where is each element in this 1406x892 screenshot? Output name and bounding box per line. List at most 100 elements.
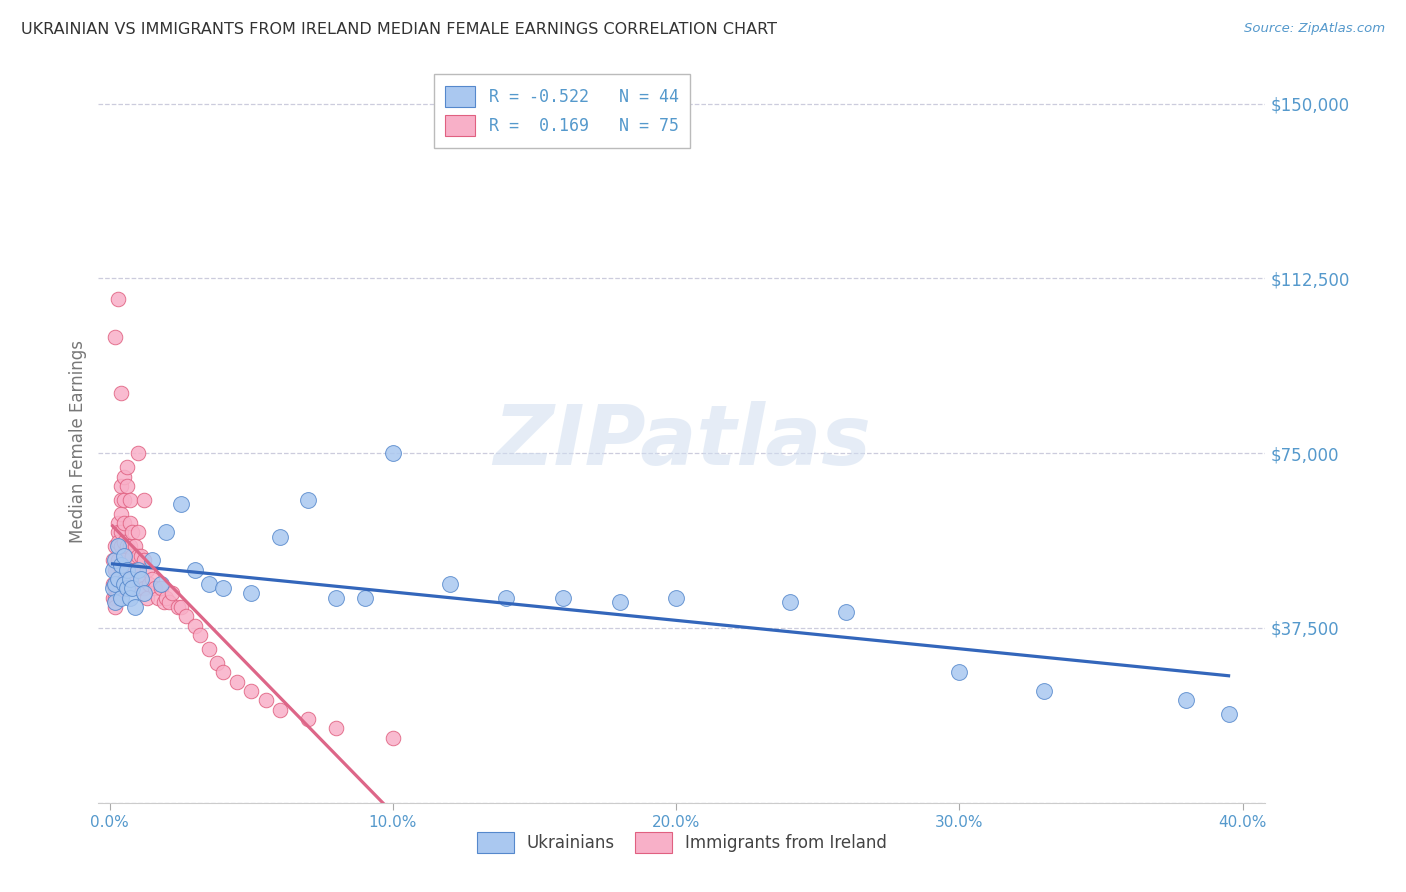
Point <box>115 479 138 493</box>
Point <box>190 628 212 642</box>
Point <box>124 563 146 577</box>
Point <box>129 572 152 586</box>
Point <box>155 525 177 540</box>
Point <box>107 553 129 567</box>
Point <box>104 540 127 554</box>
Point <box>121 582 143 596</box>
Point <box>101 582 124 596</box>
Point <box>104 563 127 577</box>
Point <box>107 572 129 586</box>
Point <box>110 563 132 577</box>
Point <box>226 674 249 689</box>
Point <box>121 549 143 563</box>
Point <box>132 492 155 507</box>
Text: Source: ZipAtlas.com: Source: ZipAtlas.com <box>1244 22 1385 36</box>
Point <box>1175 693 1198 707</box>
Point <box>118 516 141 530</box>
Point <box>118 591 141 605</box>
Point <box>152 595 174 609</box>
Point <box>110 591 132 605</box>
Point <box>110 479 132 493</box>
Point <box>183 618 205 632</box>
Point <box>104 595 127 609</box>
Point <box>118 563 141 577</box>
Point <box>297 712 319 726</box>
Point <box>353 591 375 605</box>
Point <box>269 530 291 544</box>
Point <box>107 534 129 549</box>
Point <box>124 540 146 554</box>
Point <box>115 540 138 554</box>
Point <box>107 586 129 600</box>
Point <box>110 525 132 540</box>
Point <box>115 582 138 596</box>
Legend: Ukrainians, Immigrants from Ireland: Ukrainians, Immigrants from Ireland <box>470 826 894 860</box>
Point <box>325 721 347 735</box>
Point <box>127 549 149 563</box>
Point <box>297 492 319 507</box>
Point <box>325 591 347 605</box>
Point <box>107 540 129 554</box>
Point <box>110 558 132 572</box>
Point <box>183 563 205 577</box>
Point <box>212 665 235 680</box>
Point <box>157 595 180 609</box>
Point <box>110 385 132 400</box>
Point <box>112 576 135 591</box>
Point <box>104 600 127 615</box>
Point <box>107 525 129 540</box>
Point <box>198 642 221 657</box>
Point <box>141 553 163 567</box>
Point <box>135 563 157 577</box>
Point <box>132 553 155 567</box>
Point <box>115 563 138 577</box>
Point <box>129 572 152 586</box>
Point <box>160 586 183 600</box>
Point <box>127 582 149 596</box>
Point <box>118 572 141 586</box>
Point <box>169 498 191 512</box>
Point <box>132 586 155 600</box>
Point <box>495 591 517 605</box>
Y-axis label: Median Female Earnings: Median Female Earnings <box>69 340 87 543</box>
Point <box>269 702 291 716</box>
Point <box>207 656 229 670</box>
Text: ZIPatlas: ZIPatlas <box>494 401 870 482</box>
Point <box>835 605 858 619</box>
Point <box>104 329 127 343</box>
Point <box>101 563 124 577</box>
Point <box>1218 707 1240 722</box>
Point <box>665 591 688 605</box>
Point <box>121 572 143 586</box>
Point <box>551 591 574 605</box>
Point <box>112 534 135 549</box>
Point <box>101 553 124 567</box>
Point <box>112 469 135 483</box>
Point <box>112 492 135 507</box>
Point <box>149 582 172 596</box>
Text: UKRAINIAN VS IMMIGRANTS FROM IRELAND MEDIAN FEMALE EARNINGS CORRELATION CHART: UKRAINIAN VS IMMIGRANTS FROM IRELAND MED… <box>21 22 778 37</box>
Point <box>240 586 263 600</box>
Point <box>118 540 141 554</box>
Point <box>146 591 169 605</box>
Point <box>166 600 188 615</box>
Point <box>155 591 177 605</box>
Point <box>127 563 149 577</box>
Point <box>101 576 124 591</box>
Point <box>439 576 461 591</box>
Point <box>104 591 127 605</box>
Point <box>110 540 132 554</box>
Point <box>779 595 801 609</box>
Point <box>110 492 132 507</box>
Point <box>112 516 135 530</box>
Point <box>101 591 124 605</box>
Point <box>104 582 127 596</box>
Point <box>129 549 152 563</box>
Point <box>110 507 132 521</box>
Point <box>382 731 405 745</box>
Point <box>135 591 157 605</box>
Point <box>1033 684 1056 698</box>
Point <box>127 525 149 540</box>
Point <box>127 446 149 460</box>
Point <box>143 582 166 596</box>
